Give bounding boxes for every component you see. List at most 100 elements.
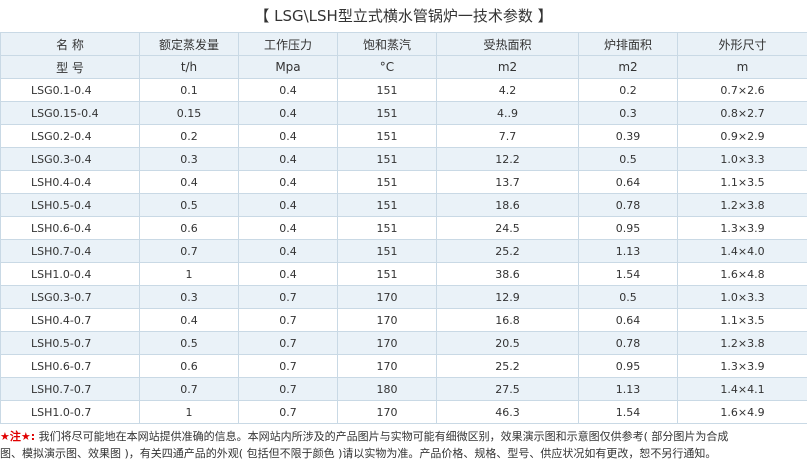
model-cell: LSH0.4-0.7 xyxy=(1,309,140,332)
value-cell: 0.7 xyxy=(140,240,239,263)
value-cell: 0.4 xyxy=(239,240,338,263)
value-cell: 151 xyxy=(338,240,437,263)
value-cell: 0.4 xyxy=(140,171,239,194)
value-cell: 0.5 xyxy=(140,194,239,217)
value-cell: 16.8 xyxy=(437,309,579,332)
value-cell: 0.15 xyxy=(140,102,239,125)
header-row-names-cell-4: 受热面积 xyxy=(437,33,579,56)
value-cell: 0.78 xyxy=(579,332,678,355)
value-cell: 0.78 xyxy=(579,194,678,217)
value-cell: 46.3 xyxy=(437,401,579,424)
value-cell: 1.4×4.1 xyxy=(678,378,807,401)
value-cell: 1.2×3.8 xyxy=(678,194,807,217)
value-cell: 12.9 xyxy=(437,286,579,309)
value-cell: 0.3 xyxy=(140,286,239,309)
value-cell: 0.1 xyxy=(140,79,239,102)
value-cell: 151 xyxy=(338,217,437,240)
model-cell: LSH0.4-0.4 xyxy=(1,171,140,194)
header-row-names-cell-5: 炉排面积 xyxy=(579,33,678,56)
value-cell: 20.5 xyxy=(437,332,579,355)
value-cell: 0.39 xyxy=(579,125,678,148)
header-row-names-cell-3: 饱和蒸汽 xyxy=(338,33,437,56)
header-row-units-cell-6: m xyxy=(678,56,807,79)
header-row-names-cell-1: 额定蒸发量 xyxy=(140,33,239,56)
value-cell: 24.5 xyxy=(437,217,579,240)
header-row-names-cell-6: 外形尺寸 xyxy=(678,33,807,56)
note-line-1: 我们将尽可能地在本网站提供准确的信息。本网站内所涉及的产品图片与实物可能有细微区… xyxy=(39,430,729,443)
value-cell: 0.2 xyxy=(579,79,678,102)
header-row-units-cell-3: °C xyxy=(338,56,437,79)
value-cell: 151 xyxy=(338,79,437,102)
value-cell: 0.4 xyxy=(239,263,338,286)
value-cell: 1.4×4.0 xyxy=(678,240,807,263)
value-cell: 1.13 xyxy=(579,378,678,401)
header-row-units-cell-1: t/h xyxy=(140,56,239,79)
value-cell: 1.3×3.9 xyxy=(678,355,807,378)
value-cell: 1.6×4.8 xyxy=(678,263,807,286)
value-cell: 25.2 xyxy=(437,240,579,263)
model-cell: LSH0.7-0.7 xyxy=(1,378,140,401)
model-cell: LSH0.7-0.4 xyxy=(1,240,140,263)
value-cell: 0.4 xyxy=(239,102,338,125)
value-cell: 12.2 xyxy=(437,148,579,171)
value-cell: 151 xyxy=(338,125,437,148)
header-row-names-cell-0: 名 称 xyxy=(1,33,140,56)
value-cell: 151 xyxy=(338,263,437,286)
value-cell: 0.4 xyxy=(239,125,338,148)
value-cell: 0.7 xyxy=(239,401,338,424)
value-cell: 1.1×3.5 xyxy=(678,309,807,332)
value-cell: 0.64 xyxy=(579,309,678,332)
value-cell: 151 xyxy=(338,102,437,125)
value-cell: 0.95 xyxy=(579,217,678,240)
value-cell: 7.7 xyxy=(437,125,579,148)
value-cell: 151 xyxy=(338,171,437,194)
value-cell: 0.2 xyxy=(140,125,239,148)
value-cell: 0.5 xyxy=(140,332,239,355)
disclaimer-note: ★注★: 我们将尽可能地在本网站提供准确的信息。本网站内所涉及的产品图片与实物可… xyxy=(0,424,807,462)
value-cell: 170 xyxy=(338,401,437,424)
header-row-units-cell-2: Mpa xyxy=(239,56,338,79)
value-cell: 170 xyxy=(338,332,437,355)
model-cell: LSH1.0-0.7 xyxy=(1,401,140,424)
header-row-names: 名 称额定蒸发量工作压力饱和蒸汽受热面积炉排面积外形尺寸 xyxy=(1,33,807,56)
model-cell: LSG0.3-0.4 xyxy=(1,148,140,171)
note-label: ★注★: xyxy=(0,430,35,443)
value-cell: 0.9×2.9 xyxy=(678,125,807,148)
header-row-names-cell-2: 工作压力 xyxy=(239,33,338,56)
model-cell: LSG0.1-0.4 xyxy=(1,79,140,102)
value-cell: 1.6×4.9 xyxy=(678,401,807,424)
model-cell: LSG0.15-0.4 xyxy=(1,102,140,125)
value-cell: 0.8×2.7 xyxy=(678,102,807,125)
value-cell: 1.13 xyxy=(579,240,678,263)
value-cell: 0.7 xyxy=(239,332,338,355)
value-cell: 170 xyxy=(338,355,437,378)
value-cell: 0.4 xyxy=(140,309,239,332)
value-cell: 1.2×3.8 xyxy=(678,332,807,355)
value-cell: 1.1×3.5 xyxy=(678,171,807,194)
value-cell: 151 xyxy=(338,148,437,171)
model-cell: LSH0.6-0.4 xyxy=(1,217,140,240)
value-cell: 0.7 xyxy=(239,286,338,309)
note-line-2: 图、模拟演示图、效果图 )，有关四通产品的外观( 包括但不限于颜色 )请以实物为… xyxy=(0,445,807,462)
value-cell: 0.4 xyxy=(239,171,338,194)
value-cell: 0.6 xyxy=(140,217,239,240)
value-cell: 0.4 xyxy=(239,194,338,217)
model-cell: LSH0.5-0.7 xyxy=(1,332,140,355)
value-cell: 27.5 xyxy=(437,378,579,401)
value-cell: 151 xyxy=(338,194,437,217)
